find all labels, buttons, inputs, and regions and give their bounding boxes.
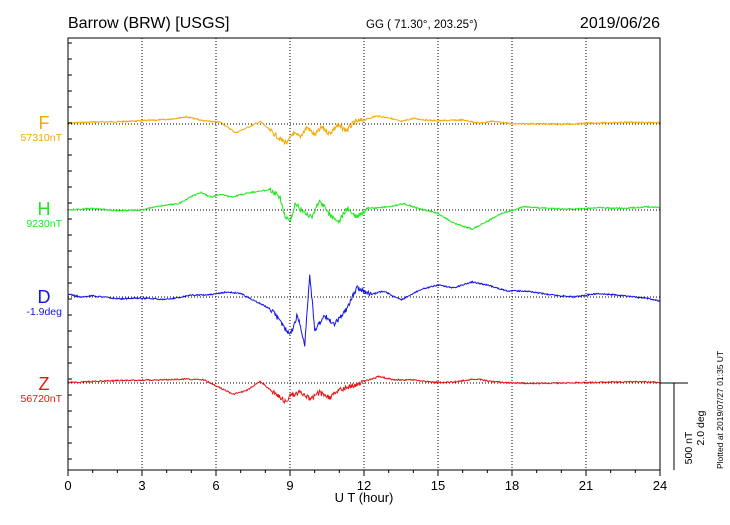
- series-line-z: [67, 374, 661, 405]
- x-tick-label: 9: [286, 478, 293, 493]
- x-tick-label: 24: [653, 478, 667, 493]
- station-coordinates: GG ( 71.30°, 203.25°): [366, 19, 478, 31]
- station-title: Barrow (BRW) [USGS]: [68, 15, 230, 32]
- x-tick-label: 18: [505, 478, 519, 493]
- series-name-h: H: [38, 199, 51, 219]
- series-baseline-f: 57310nT: [21, 132, 63, 144]
- series-name-z: Z: [39, 374, 50, 394]
- scale-angle-label: 2.0 deg: [695, 410, 707, 445]
- x-tick-label: 0: [64, 478, 71, 493]
- data-series: [67, 114, 661, 405]
- series-baseline-d: -1.9deg: [26, 306, 62, 318]
- x-tick-label: 6: [212, 478, 219, 493]
- series-name-d: D: [38, 287, 51, 307]
- grid-lines: [141, 38, 587, 470]
- axis-ticks: 0 3 6 9 12 15 18 21 24: [64, 42, 667, 493]
- series-baseline-h: 9230nT: [26, 218, 62, 230]
- scale-bar: 500 nT 2.0 deg: [660, 382, 707, 470]
- x-tick-label: 15: [431, 478, 445, 493]
- plot-date: 2019/06/26: [580, 15, 660, 32]
- x-tick-label: 3: [138, 478, 145, 493]
- series-line-d: [67, 274, 661, 347]
- plotted-at-note: Plotted at 2019/07/27 01:35 UT: [715, 351, 725, 469]
- series-baseline-z: 56720nT: [21, 393, 63, 405]
- x-tick-label: 12: [357, 478, 371, 493]
- x-tick-label: 21: [579, 478, 593, 493]
- series-name-f: F: [39, 113, 50, 133]
- series-line-f: [67, 114, 661, 146]
- series-line-h: [67, 187, 661, 230]
- scale-field-label: 500 nT: [683, 431, 695, 464]
- x-axis-title: U T (hour): [335, 490, 394, 505]
